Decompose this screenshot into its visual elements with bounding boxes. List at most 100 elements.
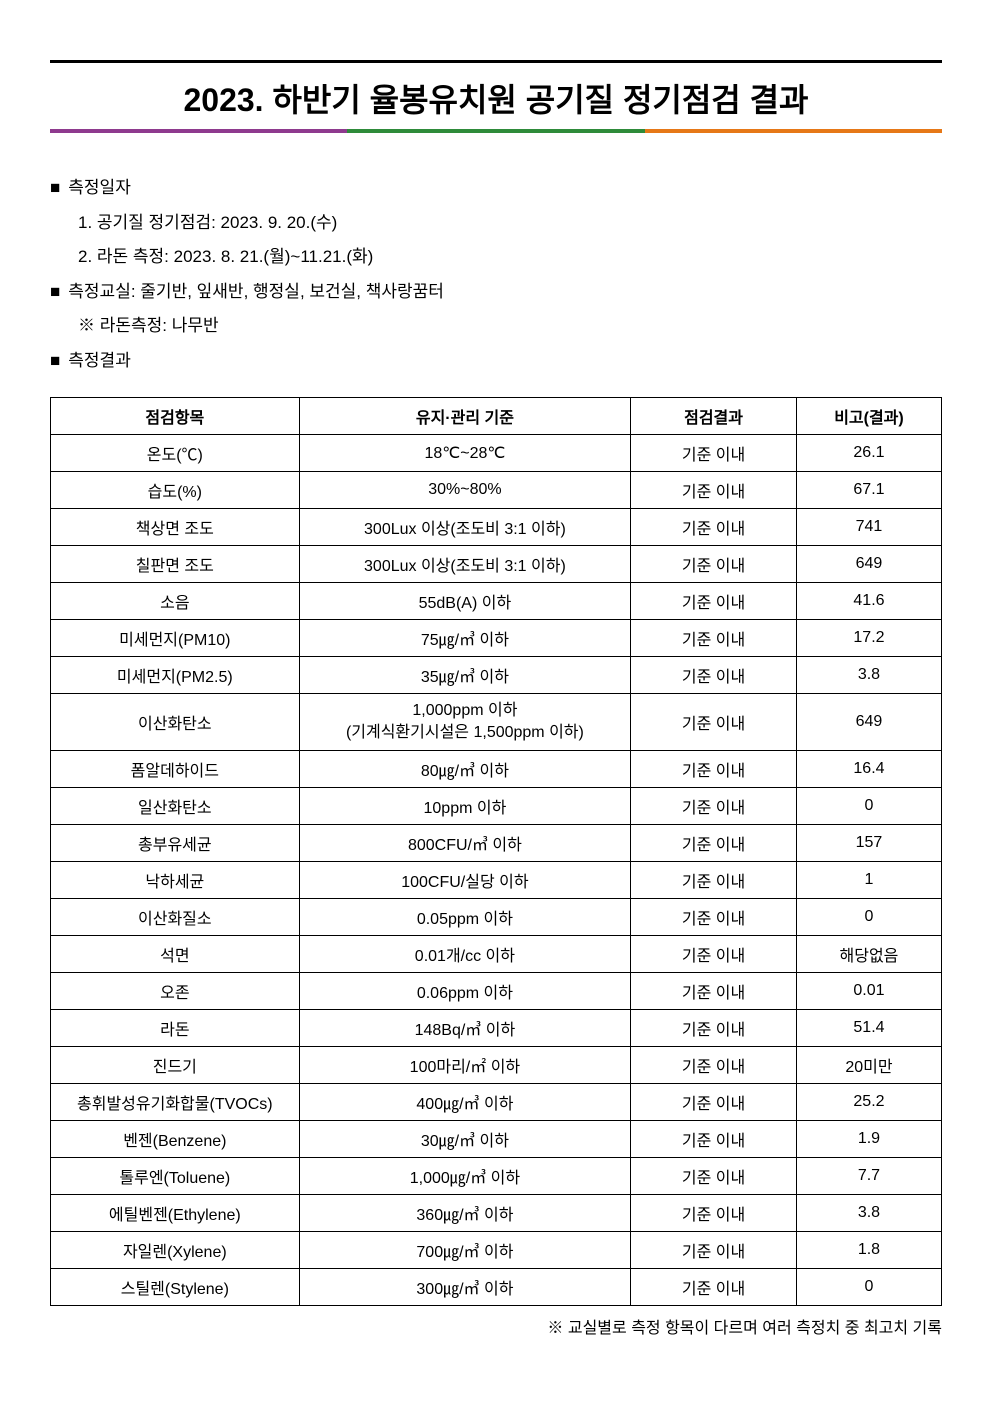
info-room-row: ■ 측정교실: 줄기반, 잎새반, 행정실, 보건실, 책사랑꿈터 bbox=[50, 277, 942, 308]
cell-standard: 0.05ppm 이하 bbox=[299, 899, 631, 936]
results-table: 점검항목 유지·관리 기준 점검결과 비고(결과) 온도(℃)18℃~28℃기준… bbox=[50, 397, 942, 1307]
cell-remark: 67.1 bbox=[796, 471, 941, 508]
table-row: 낙하세균100CFU/실당 이하기준 이내1 bbox=[51, 862, 942, 899]
table-row: 라돈148Bq/㎥ 이하기준 이내51.4 bbox=[51, 1010, 942, 1047]
table-body: 온도(℃)18℃~28℃기준 이내26.1습도(%)30%~80%기준 이내67… bbox=[51, 434, 942, 1306]
cell-item: 자일렌(Xylene) bbox=[51, 1232, 300, 1269]
cell-standard: 300Lux 이상(조도비 3:1 이하) bbox=[299, 545, 631, 582]
cell-result: 기준 이내 bbox=[631, 788, 797, 825]
bullet-icon: ■ bbox=[50, 173, 60, 204]
table-row: 습도(%)30%~80%기준 이내67.1 bbox=[51, 471, 942, 508]
header-result: 점검결과 bbox=[631, 397, 797, 434]
cell-standard: 100마리/㎡ 이하 bbox=[299, 1047, 631, 1084]
cell-result: 기준 이내 bbox=[631, 973, 797, 1010]
cell-remark: 51.4 bbox=[796, 1010, 941, 1047]
cell-item: 오존 bbox=[51, 973, 300, 1010]
table-row: 석면0.01개/cc 이하기준 이내해당없음 bbox=[51, 936, 942, 973]
cell-standard: 18℃~28℃ bbox=[299, 434, 631, 471]
cell-standard: 0.01개/cc 이하 bbox=[299, 936, 631, 973]
cell-remark: 157 bbox=[796, 825, 941, 862]
cell-remark: 3.8 bbox=[796, 1195, 941, 1232]
cell-remark: 해당없음 bbox=[796, 936, 941, 973]
cell-remark: 17.2 bbox=[796, 619, 941, 656]
cell-standard: 1,000㎍/㎥ 이하 bbox=[299, 1158, 631, 1195]
table-row: 총휘발성유기화합물(TVOCs)400㎍/㎥ 이하기준 이내25.2 bbox=[51, 1084, 942, 1121]
info-date-line1: 1. 공기질 정기점검: 2023. 9. 20.(수) bbox=[78, 208, 942, 239]
cell-remark: 1 bbox=[796, 862, 941, 899]
cell-result: 기준 이내 bbox=[631, 862, 797, 899]
cell-standard: 10ppm 이하 bbox=[299, 788, 631, 825]
underline-segment-1 bbox=[50, 129, 347, 133]
underline-segment-3 bbox=[645, 129, 942, 133]
cell-result: 기준 이내 bbox=[631, 1047, 797, 1084]
cell-remark: 26.1 bbox=[796, 434, 941, 471]
cell-remark: 3.8 bbox=[796, 656, 941, 693]
table-row: 미세먼지(PM2.5)35㎍/㎥ 이하기준 이내3.8 bbox=[51, 656, 942, 693]
table-row: 이산화탄소1,000ppm 이하(기계식환기시설은 1,500ppm 이하)기준… bbox=[51, 693, 942, 751]
cell-standard: 30%~80% bbox=[299, 471, 631, 508]
cell-result: 기준 이내 bbox=[631, 545, 797, 582]
table-row: 자일렌(Xylene)700㎍/㎥ 이하기준 이내1.8 bbox=[51, 1232, 942, 1269]
footnote: ※ 교실별로 측정 항목이 다르며 여러 측정치 중 최고치 기록 bbox=[50, 1314, 942, 1338]
cell-result: 기준 이내 bbox=[631, 1195, 797, 1232]
table-row: 소음55dB(A) 이하기준 이내41.6 bbox=[51, 582, 942, 619]
cell-result: 기준 이내 bbox=[631, 1232, 797, 1269]
cell-standard: 148Bq/㎥ 이하 bbox=[299, 1010, 631, 1047]
info-result-label: 측정결과 bbox=[68, 346, 131, 377]
cell-result: 기준 이내 bbox=[631, 1121, 797, 1158]
table-row: 톨루엔(Toluene)1,000㎍/㎥ 이하기준 이내7.7 bbox=[51, 1158, 942, 1195]
cell-item: 이산화탄소 bbox=[51, 693, 300, 751]
cell-result: 기준 이내 bbox=[631, 899, 797, 936]
cell-result: 기준 이내 bbox=[631, 508, 797, 545]
cell-standard: 800CFU/㎥ 이하 bbox=[299, 825, 631, 862]
cell-remark: 0 bbox=[796, 788, 941, 825]
cell-item: 미세먼지(PM10) bbox=[51, 619, 300, 656]
title-container: 2023. 하반기 율봉유치원 공기질 정기점검 결과 bbox=[50, 60, 942, 133]
cell-remark: 649 bbox=[796, 693, 941, 751]
cell-standard: 360㎍/㎥ 이하 bbox=[299, 1195, 631, 1232]
cell-result: 기준 이내 bbox=[631, 751, 797, 788]
cell-item: 습도(%) bbox=[51, 471, 300, 508]
cell-remark: 7.7 bbox=[796, 1158, 941, 1195]
cell-remark: 0 bbox=[796, 1269, 941, 1306]
table-row: 오존0.06ppm 이하기준 이내0.01 bbox=[51, 973, 942, 1010]
cell-remark: 0 bbox=[796, 899, 941, 936]
cell-standard: 55dB(A) 이하 bbox=[299, 582, 631, 619]
cell-item: 미세먼지(PM2.5) bbox=[51, 656, 300, 693]
table-row: 이산화질소0.05ppm 이하기준 이내0 bbox=[51, 899, 942, 936]
cell-result: 기준 이내 bbox=[631, 582, 797, 619]
cell-item: 총부유세균 bbox=[51, 825, 300, 862]
cell-standard: 30㎍/㎥ 이하 bbox=[299, 1121, 631, 1158]
underline-segment-2 bbox=[347, 129, 644, 133]
cell-standard: 300Lux 이상(조도비 3:1 이하) bbox=[299, 508, 631, 545]
cell-standard: 75㎍/㎥ 이하 bbox=[299, 619, 631, 656]
cell-item: 폼알데하이드 bbox=[51, 751, 300, 788]
cell-item: 스틸렌(Stylene) bbox=[51, 1269, 300, 1306]
cell-item: 낙하세균 bbox=[51, 862, 300, 899]
table-row: 총부유세균800CFU/㎥ 이하기준 이내157 bbox=[51, 825, 942, 862]
cell-item: 에틸벤젠(Ethylene) bbox=[51, 1195, 300, 1232]
table-row: 미세먼지(PM10)75㎍/㎥ 이하기준 이내17.2 bbox=[51, 619, 942, 656]
cell-standard: 400㎍/㎥ 이하 bbox=[299, 1084, 631, 1121]
cell-item: 칠판면 조도 bbox=[51, 545, 300, 582]
info-date-line2: 2. 라돈 측정: 2023. 8. 21.(월)~11.21.(화) bbox=[78, 242, 942, 273]
info-result-row: ■ 측정결과 bbox=[50, 346, 942, 377]
cell-item: 석면 bbox=[51, 936, 300, 973]
info-date-label-row: ■ 측정일자 bbox=[50, 173, 942, 204]
cell-standard-line2: (기계식환기시설은 1,500ppm 이하) bbox=[308, 722, 623, 744]
table-row: 칠판면 조도300Lux 이상(조도비 3:1 이하)기준 이내649 bbox=[51, 545, 942, 582]
info-room-label: 측정교실: 줄기반, 잎새반, 행정실, 보건실, 책사랑꿈터 bbox=[68, 277, 444, 308]
info-room-note: ※ 라돈측정: 나무반 bbox=[78, 311, 942, 342]
cell-result: 기준 이내 bbox=[631, 1269, 797, 1306]
cell-remark: 20미만 bbox=[796, 1047, 941, 1084]
cell-result: 기준 이내 bbox=[631, 619, 797, 656]
cell-result: 기준 이내 bbox=[631, 1010, 797, 1047]
cell-remark: 25.2 bbox=[796, 1084, 941, 1121]
header-item: 점검항목 bbox=[51, 397, 300, 434]
cell-remark: 16.4 bbox=[796, 751, 941, 788]
cell-item: 총휘발성유기화합물(TVOCs) bbox=[51, 1084, 300, 1121]
cell-remark: 41.6 bbox=[796, 582, 941, 619]
cell-remark: 741 bbox=[796, 508, 941, 545]
cell-result: 기준 이내 bbox=[631, 936, 797, 973]
cell-standard-line1: 1,000ppm 이하 bbox=[308, 700, 623, 722]
